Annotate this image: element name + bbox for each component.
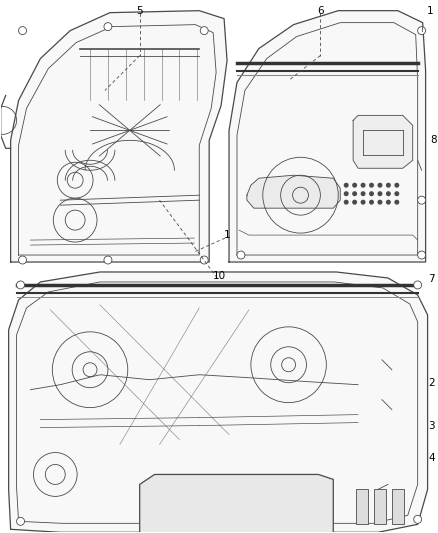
- Polygon shape: [229, 11, 426, 262]
- Circle shape: [418, 251, 426, 259]
- Circle shape: [386, 183, 391, 188]
- Text: 3: 3: [428, 421, 435, 431]
- Text: 1: 1: [427, 6, 434, 15]
- Circle shape: [418, 27, 426, 35]
- Text: 1: 1: [224, 230, 230, 240]
- Circle shape: [378, 191, 382, 196]
- Polygon shape: [247, 175, 340, 208]
- Circle shape: [352, 183, 357, 188]
- Circle shape: [394, 191, 399, 196]
- Circle shape: [200, 256, 208, 264]
- Circle shape: [104, 22, 112, 30]
- Circle shape: [104, 256, 112, 264]
- Circle shape: [344, 191, 349, 196]
- Polygon shape: [140, 474, 333, 532]
- Text: 6: 6: [317, 6, 324, 15]
- Circle shape: [352, 200, 357, 205]
- Circle shape: [18, 27, 27, 35]
- Circle shape: [18, 256, 27, 264]
- Circle shape: [200, 27, 208, 35]
- Circle shape: [394, 200, 399, 205]
- Circle shape: [352, 191, 357, 196]
- Bar: [374, 489, 386, 524]
- Circle shape: [360, 200, 366, 205]
- Text: 8: 8: [430, 135, 437, 146]
- Circle shape: [394, 183, 399, 188]
- Circle shape: [17, 281, 25, 289]
- Circle shape: [360, 191, 366, 196]
- Bar: [356, 489, 368, 524]
- Circle shape: [360, 183, 366, 188]
- Polygon shape: [9, 272, 427, 532]
- Circle shape: [414, 281, 422, 289]
- Circle shape: [418, 196, 426, 204]
- Circle shape: [386, 200, 391, 205]
- Circle shape: [369, 183, 374, 188]
- Text: 5: 5: [136, 6, 143, 15]
- Polygon shape: [353, 116, 413, 168]
- Circle shape: [378, 183, 382, 188]
- Circle shape: [369, 191, 374, 196]
- Circle shape: [17, 518, 25, 526]
- Text: 4: 4: [428, 453, 435, 463]
- Text: 10: 10: [212, 271, 226, 281]
- Text: 2: 2: [428, 378, 435, 387]
- Polygon shape: [11, 11, 227, 262]
- Circle shape: [414, 515, 422, 523]
- Bar: [392, 489, 404, 524]
- Text: 7: 7: [428, 274, 435, 284]
- Circle shape: [344, 200, 349, 205]
- Circle shape: [369, 200, 374, 205]
- Circle shape: [237, 251, 245, 259]
- Circle shape: [378, 200, 382, 205]
- Circle shape: [344, 183, 349, 188]
- Circle shape: [386, 191, 391, 196]
